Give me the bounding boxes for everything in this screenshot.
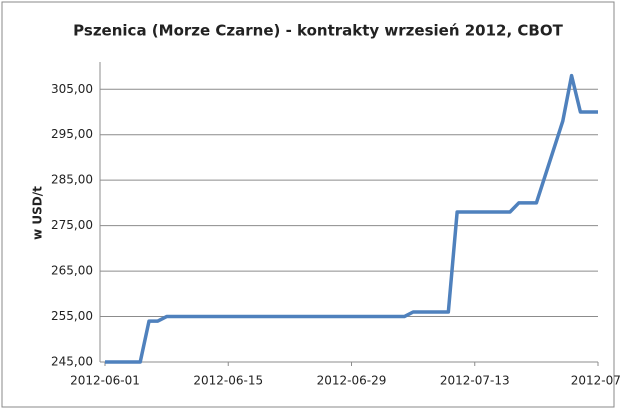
data-line	[105, 73, 598, 364]
y-tick-label: 255,00	[51, 309, 93, 323]
x-tick-label: 2012-06-15	[193, 374, 263, 388]
y-tick-label: 265,00	[51, 264, 93, 278]
x-tick-label: 2012-06-29	[317, 374, 387, 388]
y-tick-label: 245,00	[51, 355, 93, 369]
x-tick-label: 2012-07-13	[440, 374, 510, 388]
y-tick-label: 275,00	[51, 218, 93, 232]
y-tick-label: 305,00	[51, 82, 93, 96]
y-axis-label: w USD/t	[31, 186, 45, 240]
x-tick-label: 2012-07-	[571, 374, 620, 388]
chart-frame	[1, 1, 615, 408]
y-tick-label: 295,00	[51, 127, 93, 141]
x-tick-label: 2012-06-01	[70, 374, 140, 388]
y-tick-label: 285,00	[51, 173, 93, 187]
chart-title: Pszenica (Morze Czarne) - kontrakty wrze…	[73, 22, 563, 40]
